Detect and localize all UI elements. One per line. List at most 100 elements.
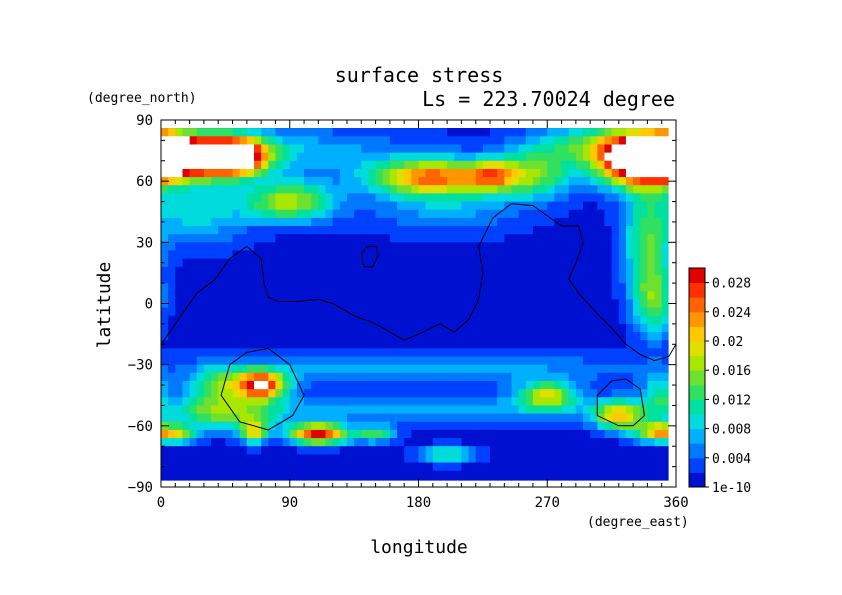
heatmap-cell (275, 291, 284, 301)
heatmap-cell (246, 380, 255, 390)
heatmap-cell (640, 364, 648, 374)
heatmap-cell (575, 258, 584, 268)
heatmap-cell (575, 372, 584, 382)
heatmap-cell (304, 356, 312, 366)
heatmap-cell (418, 462, 427, 472)
heatmap-cell (275, 446, 284, 455)
heatmap-cell (490, 201, 498, 211)
heatmap-cell (618, 250, 627, 260)
heatmap-cell (275, 315, 284, 325)
heatmap-cell (554, 454, 563, 464)
heatmap-cell (532, 454, 541, 464)
heatmap-cell (654, 136, 663, 146)
heatmap-cell (468, 429, 477, 439)
heatmap-cell (425, 283, 434, 292)
heatmap-cell (368, 128, 377, 137)
heatmap-cell (346, 421, 355, 431)
heatmap-cell (425, 470, 434, 480)
heatmap-cell (468, 405, 477, 415)
heatmap-cell (561, 315, 570, 325)
heatmap-cell (218, 242, 226, 252)
heatmap-cell (518, 315, 527, 325)
heatmap-cell (475, 217, 484, 227)
heatmap-cell (583, 454, 591, 464)
heatmap-cell (318, 299, 327, 309)
heatmap-cell (175, 266, 184, 276)
heatmap-cell (525, 128, 534, 137)
heatmap-cell (404, 405, 412, 415)
heatmap-cell (511, 136, 520, 146)
heatmap-cell (647, 226, 656, 235)
heatmap-cell (275, 209, 284, 219)
heatmap-cell (397, 136, 405, 146)
heatmap-cell (411, 242, 420, 252)
heatmap-cell (218, 258, 226, 268)
heatmap-cell (561, 446, 570, 455)
heatmap-cell (454, 446, 463, 455)
heatmap-cell (246, 389, 255, 398)
heatmap-cell (246, 136, 255, 146)
heatmap-cell (611, 429, 620, 439)
heatmap-cell (311, 348, 319, 358)
heatmap-cell (425, 250, 434, 260)
heatmap-cell (375, 209, 384, 219)
heatmap-cell (490, 234, 498, 243)
heatmap-cell (497, 201, 505, 211)
chart-subtitle: Ls = 223.70024 degree (422, 87, 675, 111)
heatmap-cell (439, 315, 448, 325)
heatmap-cell (332, 250, 341, 260)
heatmap-cell (296, 454, 305, 464)
heatmap-cell (518, 380, 527, 390)
heatmap-cell (461, 315, 470, 325)
heatmap-cell (575, 217, 584, 227)
heatmap-cell (196, 144, 205, 154)
heatmap-cell (246, 315, 255, 325)
heatmap-cell (296, 478, 305, 481)
heatmap-cell (604, 446, 613, 455)
heatmap-cell (447, 193, 455, 203)
heatmap-cell (525, 160, 534, 170)
heatmap-cell (218, 364, 226, 374)
heatmap-cell (346, 168, 355, 178)
heatmap-cell (404, 291, 412, 301)
heatmap-cell (211, 315, 219, 325)
heatmap-cell (182, 380, 191, 390)
heatmap-cell (275, 283, 284, 292)
heatmap-cell (239, 332, 248, 341)
heatmap-cell (339, 177, 348, 186)
heatmap-cell (282, 413, 291, 423)
heatmap-cell (490, 266, 498, 276)
heatmap-cell (325, 209, 334, 219)
heatmap-cell (647, 274, 656, 284)
heatmap-cell (647, 136, 656, 146)
heatmap-cell (468, 258, 477, 268)
heatmap-cell (604, 283, 613, 292)
heatmap-cell (454, 470, 463, 480)
heatmap-cell (540, 397, 548, 407)
heatmap-cell (232, 413, 241, 423)
heatmap-cell (296, 380, 305, 390)
heatmap-cell (246, 258, 255, 268)
heatmap-cell (211, 405, 219, 415)
heatmap-cell (161, 356, 169, 366)
heatmap-cell (225, 332, 234, 341)
heatmap-cell (597, 266, 606, 276)
heatmap-cell (482, 478, 491, 481)
heatmap-cell (332, 454, 341, 464)
heatmap-cell (575, 193, 584, 203)
heatmap-cell (189, 258, 198, 268)
heatmap-cell (504, 299, 513, 309)
heatmap-cell (268, 340, 277, 349)
heatmap-cell (397, 438, 405, 447)
heatmap-cell (482, 389, 491, 398)
heatmap-cell (547, 380, 555, 390)
heatmap-cell (575, 160, 584, 170)
heatmap-cell (518, 209, 527, 219)
heatmap-cell (325, 136, 334, 146)
heatmap-cell (547, 160, 555, 170)
heatmap-cell (468, 209, 477, 219)
heatmap-cell (554, 372, 563, 382)
heatmap-cell (346, 323, 355, 333)
heatmap-cell (161, 470, 169, 480)
heatmap-cell (168, 307, 176, 317)
